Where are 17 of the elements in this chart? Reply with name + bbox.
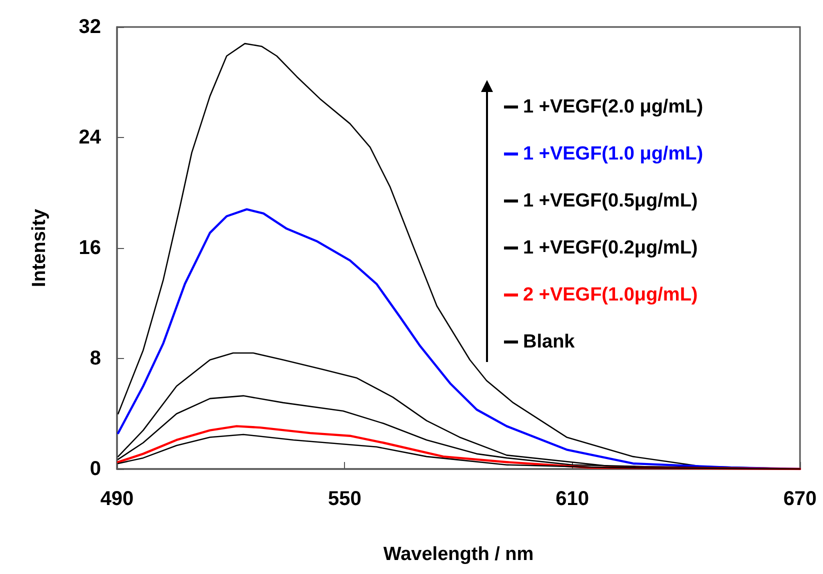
x-tick-label: 610 xyxy=(556,488,590,510)
x-axis-title: Wavelength / nm xyxy=(383,544,534,565)
x-tick-label: 550 xyxy=(328,488,362,510)
legend-label: 1 +VEGF(2.0 μg/mL) xyxy=(523,96,704,118)
y-axis-title: Intensity xyxy=(29,208,50,288)
legend-label: 1 +VEGF(0.5μg/mL) xyxy=(523,190,698,212)
y-tick-label: 0 xyxy=(90,458,101,480)
legend-label: 1 +VEGF(1.0 μg/mL) xyxy=(523,144,704,164)
y-tick-label: 32 xyxy=(78,16,101,38)
x-tick-label: 670 xyxy=(783,488,817,510)
y-tick-label: 24 xyxy=(78,126,102,148)
y-tick-label: 16 xyxy=(78,237,101,259)
legend-label: 2 +VEGF(1.0μg/mL) xyxy=(523,284,698,306)
y-tick-label: 8 xyxy=(90,348,101,370)
legend-label: 1 +VEGF(0.2μg/mL) xyxy=(523,238,698,258)
legend-label: Blank xyxy=(523,332,576,352)
x-tick-label: 490 xyxy=(100,488,134,510)
